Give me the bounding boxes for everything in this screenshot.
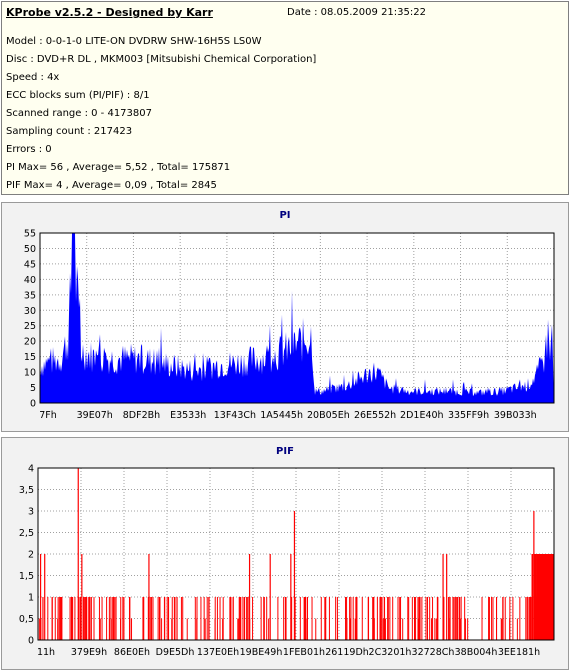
y-tick-label: 0 (28, 636, 34, 647)
info-disc: Disc : DVD+R DL , MKM003 [Mitsubishi Che… (6, 54, 317, 65)
x-tick-label: 335FF9h (448, 410, 489, 421)
pi-series-area (40, 233, 554, 403)
x-tick-label: 86E0Eh (114, 647, 150, 658)
x-tick-label: 3EE181h (498, 647, 540, 658)
x-tick-label: 39B033h (494, 410, 537, 421)
x-tick-label: 8DF2Bh (123, 410, 160, 421)
x-tick-label: 379E9h (71, 647, 107, 658)
y-tick-label: 4 (28, 464, 34, 475)
x-tick-label: 20B05Eh (307, 410, 350, 421)
y-tick-label: 3,5 (19, 485, 34, 496)
y-tick-label: 1,5 (19, 571, 34, 582)
y-tick-label: 50 (24, 244, 36, 255)
x-tick-label: 1FEB01h (283, 647, 325, 658)
info-model: Model : 0-0-1-0 LITE-ON DVDRW SHW-16H5S … (6, 36, 262, 47)
y-tick-label: 0,5 (19, 614, 34, 625)
x-tick-label: D9E5Dh (156, 647, 195, 658)
info-panel: KProbe v2.5.2 - Designed by Karr Date : … (1, 1, 569, 195)
pi-chart: 0 5 10 15 20 25 30 35 40 45 50 55 7Fh 39E07h 8DF2Bh E35… (24, 229, 555, 421)
info-sampling: Sampling count : 217423 (6, 126, 133, 137)
x-tick-label: 2C3201h (369, 647, 412, 658)
y-tick-label: 3 (28, 507, 34, 518)
info-speed: Speed : 4x (6, 72, 60, 83)
app-title: KProbe v2.5.2 - Designed by Karr (6, 6, 213, 19)
info-ecc: ECC blocks sum (PI/PIF) : 8/1 (6, 90, 150, 101)
x-tick-label: 7Fh (39, 410, 57, 421)
y-tick-label: 2,5 (19, 528, 34, 539)
y-tick-label: 40 (24, 275, 36, 286)
plot-border (37, 467, 555, 641)
x-tick-label: 2D1E40h (400, 410, 444, 421)
info-pi-stats: PI Max= 56 , Average= 5,52 , Total= 1758… (6, 162, 231, 173)
y-tick-label: 2 (28, 550, 34, 561)
x-tick-label: E3533h (170, 410, 206, 421)
pif-chart-title: PIF (276, 446, 294, 457)
pi-chart-title: PI (279, 210, 291, 221)
x-tick-label: 137E0Eh (197, 647, 239, 658)
pif-chart-panel: PIF 0 0,5 1 1,5 2 2,5 3 3,5 4 11h 379E9h 86E0Eh D9E5… (1, 437, 569, 670)
y-tick-label: 30 (24, 306, 36, 317)
x-tick-label: 39E07h (77, 410, 113, 421)
y-tick-label: 0 (30, 399, 36, 410)
x-tick-label: 26119Dh (325, 647, 369, 658)
y-tick-label: 15 (24, 352, 36, 363)
y-tick-label: 25 (24, 321, 36, 332)
x-tick-label: 13F43Ch (214, 410, 256, 421)
x-tick-label: 11h (37, 647, 55, 658)
scan-date: Date : 08.05.2009 21:35:22 (287, 7, 426, 18)
y-tick-label: 5 (30, 383, 36, 394)
x-tick-label: 38B004h (455, 647, 498, 658)
info-range: Scanned range : 0 - 4173807 (6, 108, 152, 119)
x-tick-label: 1A5445h (260, 410, 303, 421)
y-tick-label: 55 (24, 229, 36, 240)
x-tick-label: 19BE49h (240, 647, 283, 658)
y-tick-label: 20 (24, 337, 36, 348)
pif-chart: 0 0,5 1 1,5 2 2,5 3 3,5 4 11h 379E9h 86E0Eh D9E5Dh 13… (19, 464, 555, 658)
y-tick-label: 45 (24, 259, 36, 270)
info-errors: Errors : 0 (6, 144, 52, 155)
x-tick-label: 32728Ch (412, 647, 455, 658)
y-tick-label: 10 (24, 368, 36, 379)
x-tick-label: 26E552h (354, 410, 396, 421)
y-tick-label: 1 (28, 593, 34, 604)
info-pif-stats: PIF Max= 4 , Average= 0,09 , Total= 2845 (6, 180, 217, 191)
pi-chart-panel: PI 0 5 10 15 20 25 30 35 40 45 50 55 7Fh 39E07h 8DF2Bh… (1, 202, 569, 432)
y-tick-label: 35 (24, 290, 36, 301)
plot-border (39, 232, 555, 404)
